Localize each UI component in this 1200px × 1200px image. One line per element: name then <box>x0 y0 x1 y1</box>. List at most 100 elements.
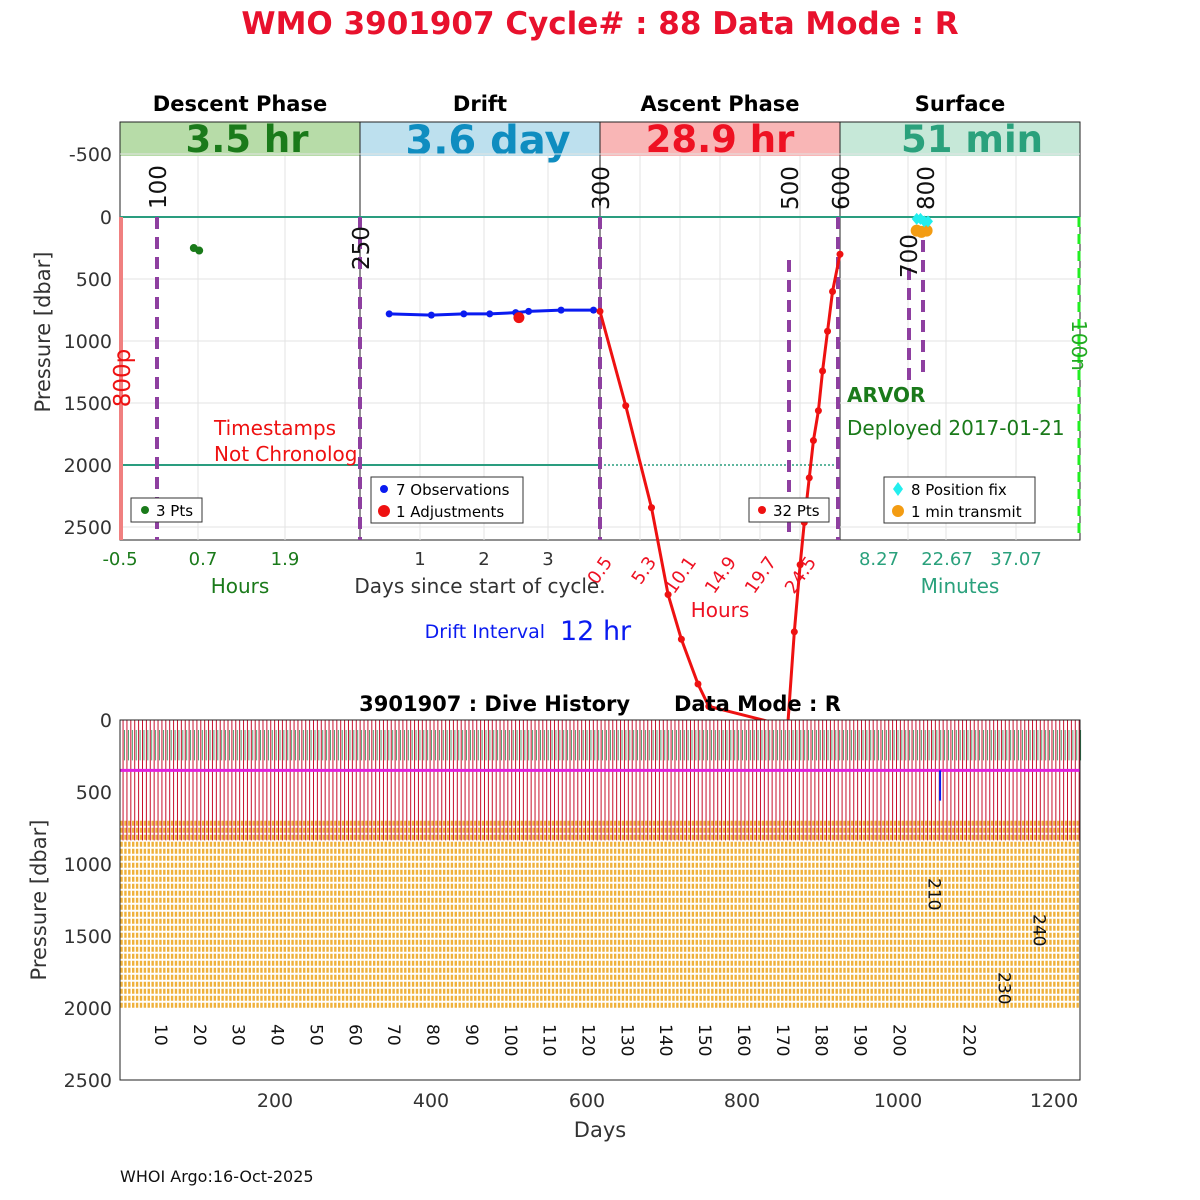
ascent-point <box>814 407 822 415</box>
ascent-legend-label: 32 Pts <box>773 502 820 520</box>
history-cycle-label: 90 <box>461 1024 481 1046</box>
ascent-xtick: 10.1 <box>661 553 701 598</box>
history-y-tick: 0 <box>100 710 112 732</box>
drift-point <box>557 306 565 314</box>
surface-xlabel: Minutes <box>921 574 1000 598</box>
footer-credit: WHOI Argo:16-Oct-2025 <box>120 1167 314 1186</box>
y-tick: 2000 <box>64 455 112 477</box>
marker-800: 800 <box>914 166 940 210</box>
history-x-tick: 800 <box>724 1090 760 1112</box>
ascent-xtick: 14.9 <box>701 553 741 598</box>
drift-legend-adj: 1 Adjustments <box>396 503 504 521</box>
drift-xlabel: Days since start of cycle. <box>354 574 605 598</box>
park-label: 800p <box>110 349 136 408</box>
descent-series <box>189 244 204 255</box>
top-y-label: Pressure [dbar] <box>31 252 55 413</box>
ascent-point <box>647 504 655 512</box>
history-y-tick: 1500 <box>64 926 112 948</box>
ascent-duration: 28.9 hr <box>646 118 796 161</box>
history-cycle-label: 80 <box>422 1024 442 1046</box>
drift-line <box>389 308 594 317</box>
marker-500: 500 <box>778 166 804 210</box>
history-cycle-label: 230 <box>993 972 1013 1004</box>
history-cycle-label: 130 <box>616 1024 636 1056</box>
surface-band <box>840 122 1080 156</box>
top-panel: Descent Phase Drift Ascent Phase Surface… <box>31 92 1091 730</box>
history-cycle-label: 170 <box>772 1024 792 1056</box>
float-type: ARVOR <box>847 383 925 407</box>
ascent-phase-title: Ascent Phase <box>641 92 800 116</box>
surface-transmit-point <box>920 224 933 237</box>
history-cycle-label: 140 <box>655 1024 675 1056</box>
drift-legend-obs: 7 Observations <box>396 481 510 499</box>
ascent-point <box>790 628 798 636</box>
drift-xtick: 1 <box>414 549 425 570</box>
drift-interval-label: Drift Interval <box>425 621 545 643</box>
history-cycle-label: 220 <box>958 1024 978 1056</box>
ascent-legend: 32 Pts <box>748 497 830 523</box>
ascent-band <box>600 122 840 156</box>
history-y-label: Pressure [dbar] <box>27 820 51 981</box>
surface-fix-point <box>923 215 933 228</box>
surface-legend: 8 Position fix 1 min transmit <box>883 476 1036 524</box>
descent-point <box>195 246 204 255</box>
marker-250: 250 <box>349 226 375 270</box>
history-cycle-label: 190 <box>850 1024 870 1056</box>
ascent-xtick: 24.5 <box>781 553 821 598</box>
history-x-axis: 200 400 600 800 1000 1200 <box>257 1090 1078 1112</box>
history-cycle-label: 10 <box>150 1024 170 1046</box>
marker-100n: 100n <box>1067 320 1091 371</box>
history-cycle-label: 180 <box>811 1024 831 1056</box>
ascent-point <box>809 437 817 445</box>
dive-history-title: 3901907 : Dive History Data Mode : R <box>359 692 841 716</box>
history-x-tick: 600 <box>569 1090 605 1112</box>
history-x-tick: 1200 <box>1030 1090 1078 1112</box>
drift-point <box>590 306 598 314</box>
drift-interval-value: 12 hr <box>560 616 632 647</box>
history-cycle-label: 50 <box>305 1024 325 1046</box>
history-series: 10 20 30 40 50 60 70 80 90 100 110 120 130 140 150 160 1… <box>120 720 1082 1056</box>
surface-series <box>910 212 933 238</box>
surface-xtick: 8.27 <box>859 549 899 570</box>
drift-point <box>460 310 468 318</box>
history-cycle-label: 30 <box>228 1024 248 1046</box>
ascent-point <box>796 561 804 569</box>
drift-series <box>385 306 598 324</box>
surface-phase-title: Surface <box>915 92 1005 116</box>
history-y-tick: 2500 <box>64 1070 112 1092</box>
drift-legend: 7 Observations 1 Adjustments <box>370 476 524 524</box>
y-tick: 500 <box>76 269 112 291</box>
history-cycle-label: 110 <box>539 1024 559 1056</box>
descent-xtick: 1.9 <box>271 549 300 570</box>
bottom-panel: 3901907 : Dive History Data Mode : R 10 2… <box>27 692 1082 1142</box>
ascent-point <box>677 635 685 643</box>
ascent-series <box>596 250 844 730</box>
history-y-tick: 2000 <box>64 998 112 1020</box>
descent-xtick: -0.5 <box>102 549 137 570</box>
ascent-point <box>694 680 702 688</box>
ascent-point <box>664 591 672 599</box>
ascent-point <box>705 702 713 710</box>
descent-xtick: 0.7 <box>189 549 218 570</box>
descent-duration: 3.5 hr <box>185 118 309 161</box>
descent-legend-label: 3 Pts <box>156 502 193 520</box>
drift-point <box>486 310 494 318</box>
history-x-label: Days <box>574 1118 626 1142</box>
ascent-point <box>829 288 837 296</box>
surface-duration: 51 min <box>901 118 1043 161</box>
y-tick: 2500 <box>64 517 112 539</box>
history-cycle-label: 240 <box>1028 914 1048 946</box>
descent-phase-title: Descent Phase <box>153 92 327 116</box>
drift-point <box>385 310 393 318</box>
y-tick: 1000 <box>64 331 112 353</box>
history-cycle-label: 120 <box>578 1024 598 1056</box>
history-cycle-label: 200 <box>888 1024 908 1056</box>
descent-xlabel: Hours <box>211 574 270 598</box>
marker-700: 700 <box>897 234 923 278</box>
drift-xtick: 3 <box>542 549 553 570</box>
history-cycle-label: 210 <box>923 878 943 910</box>
history-cycle-label: 150 <box>694 1024 714 1056</box>
y-tick: 1500 <box>64 393 112 415</box>
history-cycle-label: 160 <box>733 1024 753 1056</box>
history-cycle-label: 40 <box>267 1024 287 1046</box>
